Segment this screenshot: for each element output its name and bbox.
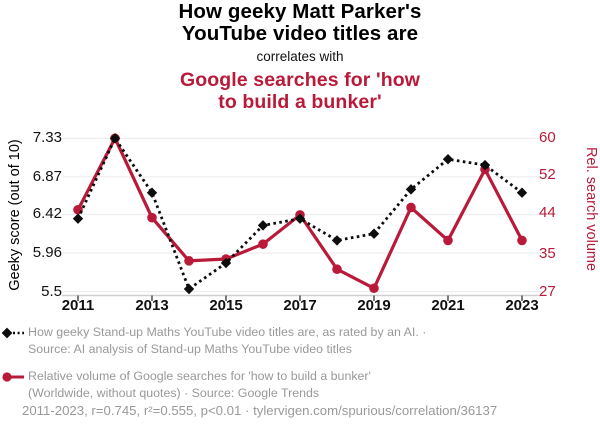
chart-canvas [62, 133, 541, 301]
subtitle-line-2: to build a bunker' [218, 91, 382, 113]
red-circle-solid-icon [2, 372, 24, 382]
legend-2-line-2: (Worldwide, without quotes) · Source: Go… [28, 385, 320, 400]
footer-stats-text: 2011-2023, r=0.745, r²=0.555, p<0.01 · t… [22, 403, 498, 418]
subtitle-line-1: Google searches for 'how [179, 69, 420, 91]
x-axis-tick-label: 2017 [283, 297, 317, 314]
legend-entry-geeky-score: How geeky Stand-up Maths YouTube video t… [2, 324, 594, 357]
left-axis-tick-label: 5.5 [41, 282, 62, 300]
legend-1-line-2: Source: AI analysis of Stand-up Maths Yo… [28, 341, 352, 356]
x-axis-tick-label: 2021 [431, 297, 465, 314]
left-axis-tick-label: 5.96 [32, 243, 62, 261]
legend-entry-search-volume: Relative volume of Google searches for '… [2, 368, 594, 401]
right-axis-tick-label: 60 [539, 129, 556, 147]
x-axis-tick-label: 2011 [61, 297, 95, 314]
page-title-line-1: How geeky Matt Parker's [178, 0, 422, 23]
legend-2-line-1: Relative volume of Google searches for '… [28, 369, 371, 383]
left-axis-tick-label: 6.42 [32, 205, 62, 223]
left-axis-tick-label: 7.33 [32, 129, 62, 147]
x-axis-tick-label: 2015 [209, 297, 243, 314]
black-diamond-dotted-icon [2, 327, 24, 339]
right-axis-tick-label: 52 [539, 166, 556, 184]
x-axis-tick-label: 2019 [357, 297, 391, 314]
x-axis-tick-label: 2013 [135, 297, 169, 314]
correlates-with-label: correlates with [256, 49, 344, 64]
right-axis-tick-label: 27 [539, 282, 556, 300]
page-title-line-2: YouTube video titles are [181, 22, 419, 45]
legend-1-line-1: How geeky Stand-up Maths YouTube video t… [28, 325, 427, 339]
x-axis-tick-label: 2023 [505, 297, 539, 314]
left-axis-tick-label: 6.87 [32, 167, 62, 185]
right-axis-tick-label: 35 [539, 245, 556, 263]
right-axis-tick-label: 44 [539, 203, 556, 221]
